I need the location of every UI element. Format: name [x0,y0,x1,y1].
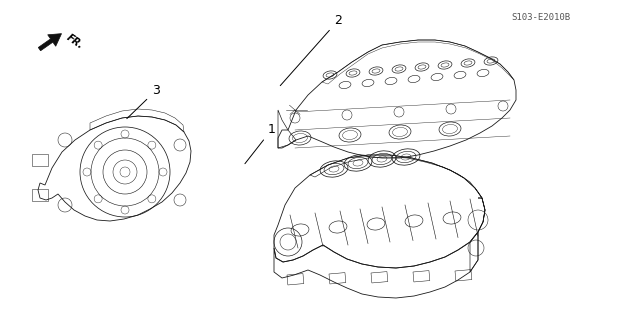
Bar [455,270,472,281]
Bar [32,189,48,201]
Text: 3: 3 [127,85,159,119]
Bar [32,154,48,166]
Bar [329,273,346,284]
Bar [287,274,304,285]
Bar [413,271,430,282]
Text: 2: 2 [280,14,342,85]
Text: S103-E2010B: S103-E2010B [511,13,570,22]
Text: 1: 1 [245,123,276,164]
Text: FR.: FR. [65,32,85,51]
Polygon shape [38,33,61,51]
Bar [371,271,388,283]
